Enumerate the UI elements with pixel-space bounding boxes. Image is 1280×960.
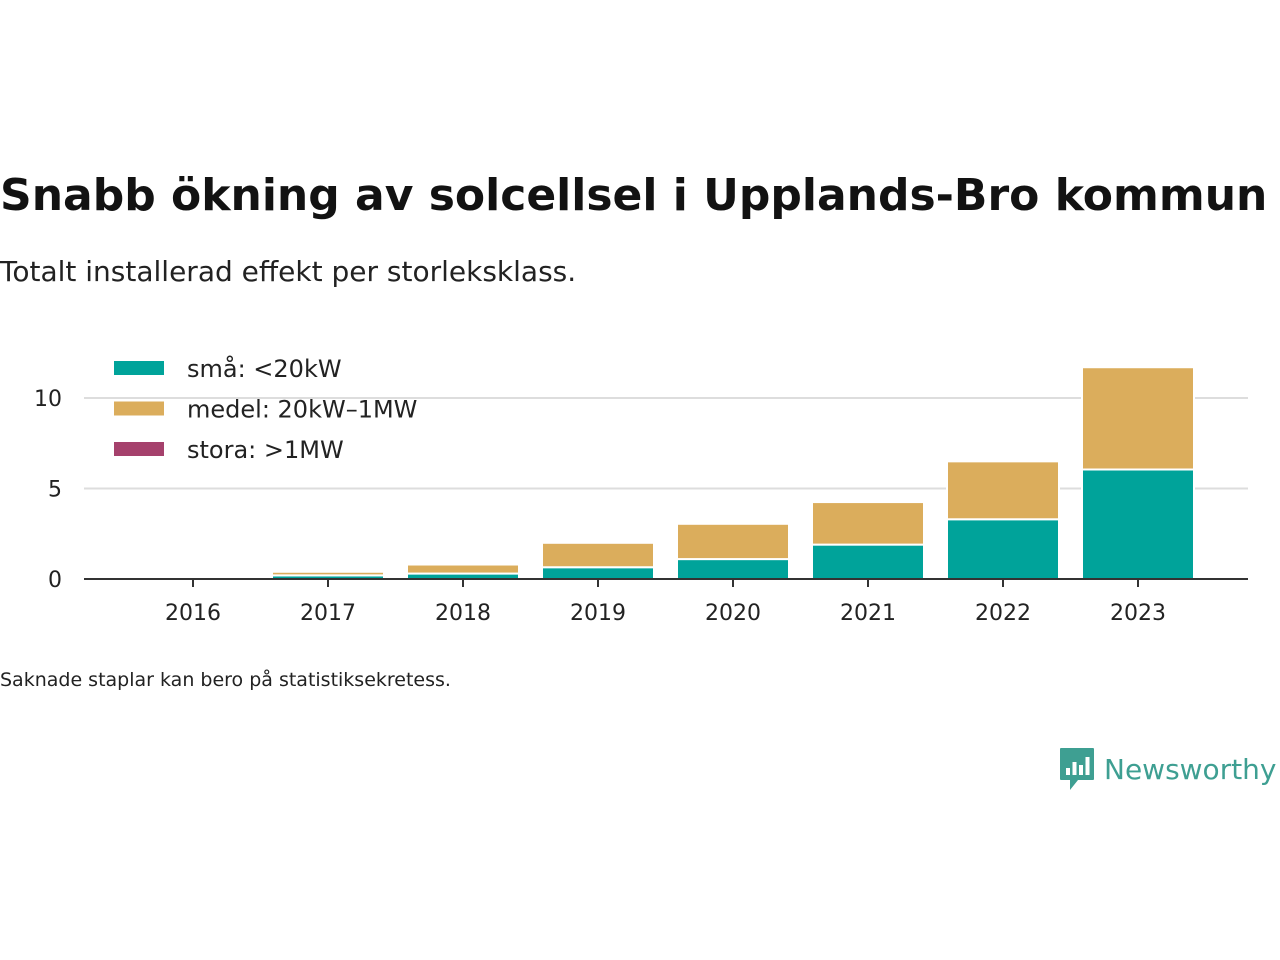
legend-swatch [114,361,164,375]
stacked-bar-chart: 0 5 10 2016 2017 2018 2019 2020 2021 2022 2023 små:… [34,354,1248,626]
legend-label: medel: 20kW–1MW [187,396,417,424]
y-tick-label: 5 [48,478,62,503]
bar-2020-series-1 [676,522,790,561]
x-tick-label: 2018 [435,601,491,626]
x-tick-label: 2017 [300,601,356,626]
bar-2021-series-1 [811,501,925,546]
x-tick-label: 2016 [165,601,221,626]
newsworthy-logo-icon [1060,748,1094,790]
chart-title: Snabb ökning av solcellsel i Upplands-Br… [0,170,1268,221]
bar-2017-series-1 [271,570,385,577]
brand-name: Newsworthy [1104,753,1277,786]
bar-2023-series-0 [1081,468,1195,580]
x-tick-label: 2020 [705,601,761,626]
bar-2021-series-0 [811,543,925,580]
x-tick-label: 2023 [1110,601,1166,626]
x-tick-label: 2022 [975,601,1031,626]
bar-2022-series-0 [946,518,1060,581]
bar-2016-series-1 [136,574,250,579]
bar-2019-series-1 [541,541,655,569]
bar-2020-series-0 [676,558,790,580]
bar-2023-series-1 [1081,366,1195,471]
legend-swatch [114,442,164,456]
chart-subtitle: Totalt installerad effekt per storlekskl… [0,255,577,288]
bar-2019-series-0 [541,566,655,581]
brand-logo-link[interactable]: Newsworthy [1058,746,1277,794]
bar-2022-series-1 [946,460,1060,521]
y-tick-label: 10 [34,387,62,412]
legend-label: stora: >1MW [187,436,344,464]
footnote: Saknade staplar kan bero på statistiksek… [0,669,451,691]
legend-label: små: <20kW [187,354,342,383]
x-tick-label: 2021 [840,601,896,626]
y-tick-label: 0 [48,568,62,593]
bar-2018-series-1 [406,563,520,575]
x-tick-label: 2019 [570,601,626,626]
legend-swatch [114,401,164,416]
